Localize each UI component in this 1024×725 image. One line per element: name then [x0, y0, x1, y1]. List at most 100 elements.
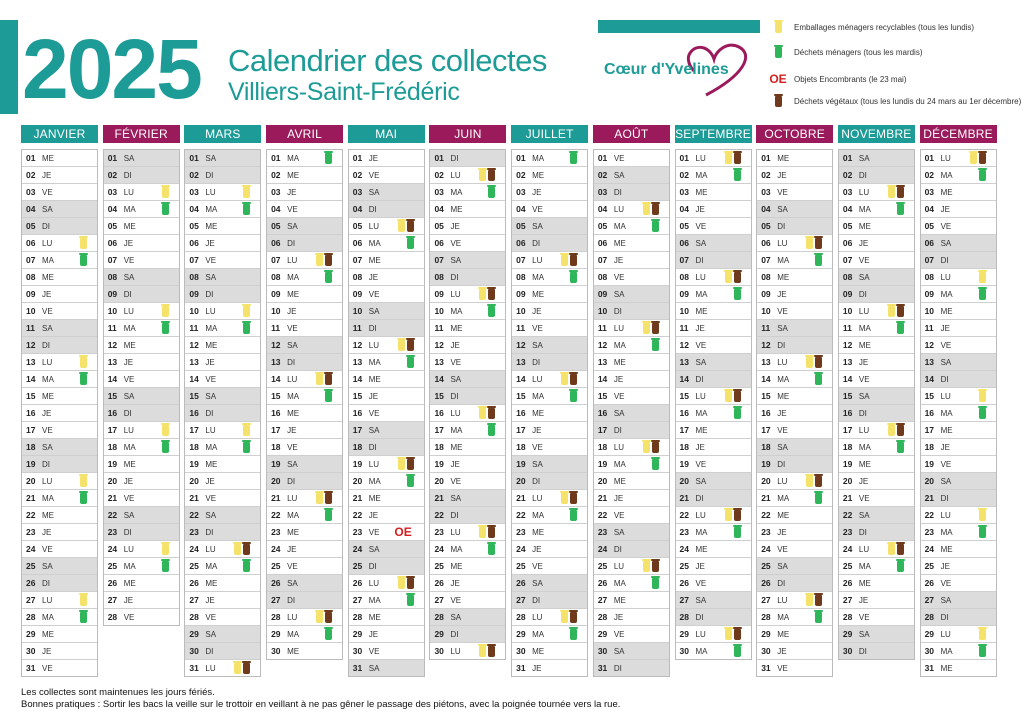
weekday-label: LU	[205, 544, 216, 554]
weekday-label: VE	[613, 391, 625, 401]
day-number: 19	[189, 459, 199, 469]
day-number: 02	[842, 170, 853, 180]
collection-icons	[405, 355, 415, 368]
brown-bin-icon	[569, 491, 579, 504]
yellow-bin-icon	[315, 491, 325, 504]
weekday-label: VE	[368, 408, 380, 418]
brown-bin-icon	[650, 202, 660, 215]
weekday-label: VE	[123, 374, 135, 384]
collection-icons	[405, 474, 415, 487]
day-row: 01 LU	[675, 150, 751, 167]
yellow-bin-icon	[641, 559, 651, 572]
day-number: 12	[924, 340, 935, 350]
yellow-bin-icon	[805, 593, 815, 606]
day-row: 10 DI	[593, 303, 669, 320]
day-row: 03 VE	[757, 184, 833, 201]
legend-label: Déchets végétaux (tous les lundis du 24 …	[794, 97, 1022, 106]
weekday-label: LU	[613, 204, 625, 214]
day-row: 08 SA	[838, 269, 914, 286]
weekday-label: VE	[450, 595, 462, 605]
collection-icons	[478, 525, 497, 538]
day-row: 20 ME	[593, 473, 669, 490]
weekday-label: ME	[940, 306, 953, 316]
day-row: 16 SA	[593, 405, 669, 422]
day-row: 18 MA	[185, 439, 261, 456]
brown-bin-icon	[814, 355, 824, 368]
weekday-label: VE	[123, 493, 135, 503]
day-row: 28 DI	[675, 609, 751, 626]
month-column: MAI 01 JE 02 VE 03 SA 04 DI 05 LU 06 MA 07 ME 08 JE 09 VE 1…	[347, 125, 425, 677]
day-row: 02 JE	[22, 167, 97, 184]
day-row: 17 VE	[757, 422, 833, 439]
day-number: 09	[516, 289, 526, 299]
day-row: 22 MA	[267, 507, 343, 524]
day-row: 27 DI	[267, 592, 343, 609]
collection-icons	[569, 627, 579, 640]
day-number: 09	[107, 289, 118, 299]
weekday-label: JE	[940, 442, 950, 452]
green-bin-icon	[569, 151, 579, 164]
day-number: 21	[761, 493, 771, 503]
oe-marker: OE	[394, 525, 412, 539]
yellow-bin-icon	[478, 644, 488, 657]
day-row: 05 ME	[838, 218, 914, 235]
day-row: 13 LU	[757, 354, 833, 371]
day-number: 04	[352, 204, 363, 214]
weekday-label: JE	[450, 340, 460, 350]
day-number: 06	[352, 238, 363, 248]
weekday-label: JE	[205, 595, 215, 605]
day-row: 01 SA	[185, 150, 261, 167]
weekday-label: MA	[205, 204, 218, 214]
day-row: 24 ME	[920, 541, 996, 558]
day-number: 14	[189, 374, 199, 384]
weekday-label: LU	[368, 459, 379, 469]
collection-icons	[977, 508, 987, 521]
day-number: 25	[352, 561, 363, 571]
weekday-label: DI	[450, 510, 459, 520]
weekday-label: MA	[123, 442, 136, 452]
day-number: 16	[271, 408, 281, 418]
yellow-bin-icon	[79, 593, 88, 606]
weekday-label: MA	[613, 578, 626, 588]
brown-bin-icon	[732, 627, 742, 640]
day-row: 18 SA	[757, 439, 833, 456]
weekday-label: SA	[940, 357, 952, 367]
collection-icons	[968, 151, 987, 164]
day-number: 28	[924, 612, 935, 622]
weekday-label: SA	[613, 170, 625, 180]
collection-icons	[160, 423, 170, 436]
weekday-label: MA	[695, 646, 708, 656]
day-row: 21 VE	[838, 490, 914, 507]
weekday-label: DI	[940, 255, 949, 265]
day-row: 12 SA	[512, 337, 588, 354]
weekday-label: ME	[777, 510, 790, 520]
day-row: 22 MA	[512, 507, 588, 524]
day-row: 24 DI	[593, 541, 669, 558]
day-number: 24	[842, 544, 853, 554]
weekday-label: JE	[695, 442, 705, 452]
day-number: 15	[434, 391, 444, 401]
yellow-bin-icon	[478, 287, 488, 300]
weekday-label: VE	[613, 629, 625, 639]
brown-bin-icon	[487, 406, 497, 419]
day-number: 04	[26, 204, 36, 214]
day-number: 02	[434, 170, 444, 180]
weekday-label: VE	[368, 527, 380, 537]
weekday-label: MA	[695, 170, 708, 180]
day-row: 27 VE	[430, 592, 506, 609]
day-number: 25	[516, 561, 526, 571]
day-number: 15	[271, 391, 281, 401]
weekday-label: VE	[940, 459, 952, 469]
weekday-label: VE	[287, 204, 298, 214]
day-number: 10	[924, 306, 935, 316]
day-row: 24 ME	[675, 541, 751, 558]
brown-bin-icon	[650, 321, 660, 334]
day-row: 11 SA	[22, 320, 97, 337]
day-number: 04	[271, 204, 281, 214]
day-row: 12 VE	[675, 337, 751, 354]
day-number: 24	[924, 544, 935, 554]
collection-icons	[569, 508, 579, 521]
weekday-label: VE	[777, 544, 788, 554]
day-number: 07	[516, 255, 526, 265]
day-number: 18	[189, 442, 199, 452]
